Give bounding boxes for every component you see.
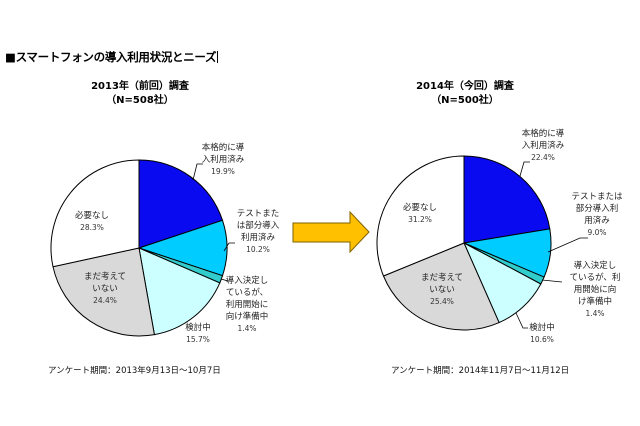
chart-2014-title: 2014年（今回）調査 （N=500社） <box>385 80 545 108</box>
label-line: テストまたは <box>571 192 623 202</box>
label-value: 10.2% <box>246 245 270 254</box>
label-line: まだ考えて <box>420 273 464 283</box>
label-2014-considering: 検討中 10.6% <box>524 322 560 346</box>
label-2014-not-needed: 必要なし 31.2% <box>395 202 445 226</box>
label-line: まだ考えて <box>83 272 127 282</box>
slice-2013-not-yet <box>52 247 155 337</box>
label-line: 検討中 <box>529 323 555 333</box>
label-2014-partial-adoption: テストまたは 部分導入利 用済み 9.0% <box>564 191 630 239</box>
label-2014-decided: 導入決定し ているが、利 用開始に向 け準備中 1.4% <box>562 260 628 320</box>
label-value: 1.4% <box>585 309 605 318</box>
label-2013-decided: 導入決定し ているが、 利用開始に 向け準備中 1.4% <box>218 275 276 335</box>
label-value: 9.0% <box>587 228 607 237</box>
text-cursor <box>217 51 219 63</box>
label-line: 導入決定し <box>225 276 269 286</box>
label-line: 利用開始に <box>225 300 269 310</box>
slice-2013-considering <box>138 247 221 336</box>
label-2013-considering: 検討中 15.7% <box>180 322 216 346</box>
label-value: 22.4% <box>531 153 555 162</box>
chart-2014-sample-size: （N=500社） <box>431 95 499 106</box>
chart-2013-title: 2013年（前回）調査 （N=508社） <box>60 80 220 108</box>
label-value: 19.9% <box>211 167 235 176</box>
label-line: 入利用済み <box>521 141 565 151</box>
label-line: は部分導入 <box>236 221 280 231</box>
chart-2013-sample-size: （N=508社） <box>106 95 174 106</box>
label-line: 用開始に向 <box>573 285 617 295</box>
pie-2013 <box>50 159 228 337</box>
label-value: 15.7% <box>186 335 210 344</box>
label-line: 必要なし <box>402 203 437 213</box>
label-line: 入利用済み <box>201 155 245 165</box>
pie-2014 <box>376 155 552 331</box>
label-value: 25.4% <box>430 297 454 306</box>
arrow-right-icon <box>292 210 370 254</box>
label-line: 必要なし <box>74 211 109 221</box>
label-line: ているが、 <box>225 288 269 298</box>
label-2014-full-adoption: 本格的に導 入利用済み 22.4% <box>513 128 573 164</box>
label-line: 用済み <box>584 216 610 226</box>
slice-2014-full-adoption <box>463 155 551 244</box>
label-line: テストまた <box>236 209 280 219</box>
chart-2014-title-line1: 2014年（今回）調査 <box>416 81 514 92</box>
label-line: 導入決定し <box>573 261 617 271</box>
leaders-2013 <box>192 163 235 282</box>
survey-period-2013: アンケート期間：2013年9月13日～10月7日 <box>48 366 221 376</box>
label-value: 10.6% <box>530 335 554 344</box>
label-line: 利用済み <box>240 233 275 243</box>
slice-2013-full-adoption <box>138 159 224 249</box>
label-line: 向け準備中 <box>225 312 269 322</box>
label-line: 部分導入利 <box>575 204 619 214</box>
label-line: いない <box>92 284 118 294</box>
survey-period-2014: アンケート期間：2014年11月7日～11月12日 <box>391 366 570 376</box>
slice-2014-not-needed <box>376 155 465 277</box>
label-2013-full-adoption: 本格的に導 入利用済み 19.9% <box>193 142 253 178</box>
slice-2013-not-needed <box>50 159 140 268</box>
label-line: ているが、利 <box>569 273 621 283</box>
label-value: 31.2% <box>408 215 432 224</box>
label-line: け準備中 <box>577 297 612 307</box>
label-line: 本格的に導 <box>521 129 565 139</box>
main-title: ■スマートフォンの導入利用状況とニーズ <box>5 49 219 65</box>
label-value: 1.4% <box>237 324 257 333</box>
leaders-2014 <box>515 161 588 329</box>
label-2014-not-yet: まだ考えて いない 25.4% <box>412 272 472 308</box>
label-2013-partial-adoption: テストまた は部分導入 利用済み 10.2% <box>229 208 287 256</box>
main-title-text: ■スマートフォンの導入利用状況とニーズ <box>5 50 217 64</box>
label-value: 24.4% <box>93 296 117 305</box>
chart-2013-title-line1: 2013年（前回）調査 <box>91 81 189 92</box>
label-line: いない <box>429 285 455 295</box>
label-line: 検討中 <box>185 323 211 333</box>
label-value: 28.3% <box>80 223 104 232</box>
label-line: 本格的に導 <box>201 143 245 153</box>
label-2013-not-needed: 必要なし 28.3% <box>67 210 117 234</box>
slice-2014-not-yet <box>382 242 500 331</box>
label-2013-not-yet: まだ考えて いない 24.4% <box>75 271 135 307</box>
